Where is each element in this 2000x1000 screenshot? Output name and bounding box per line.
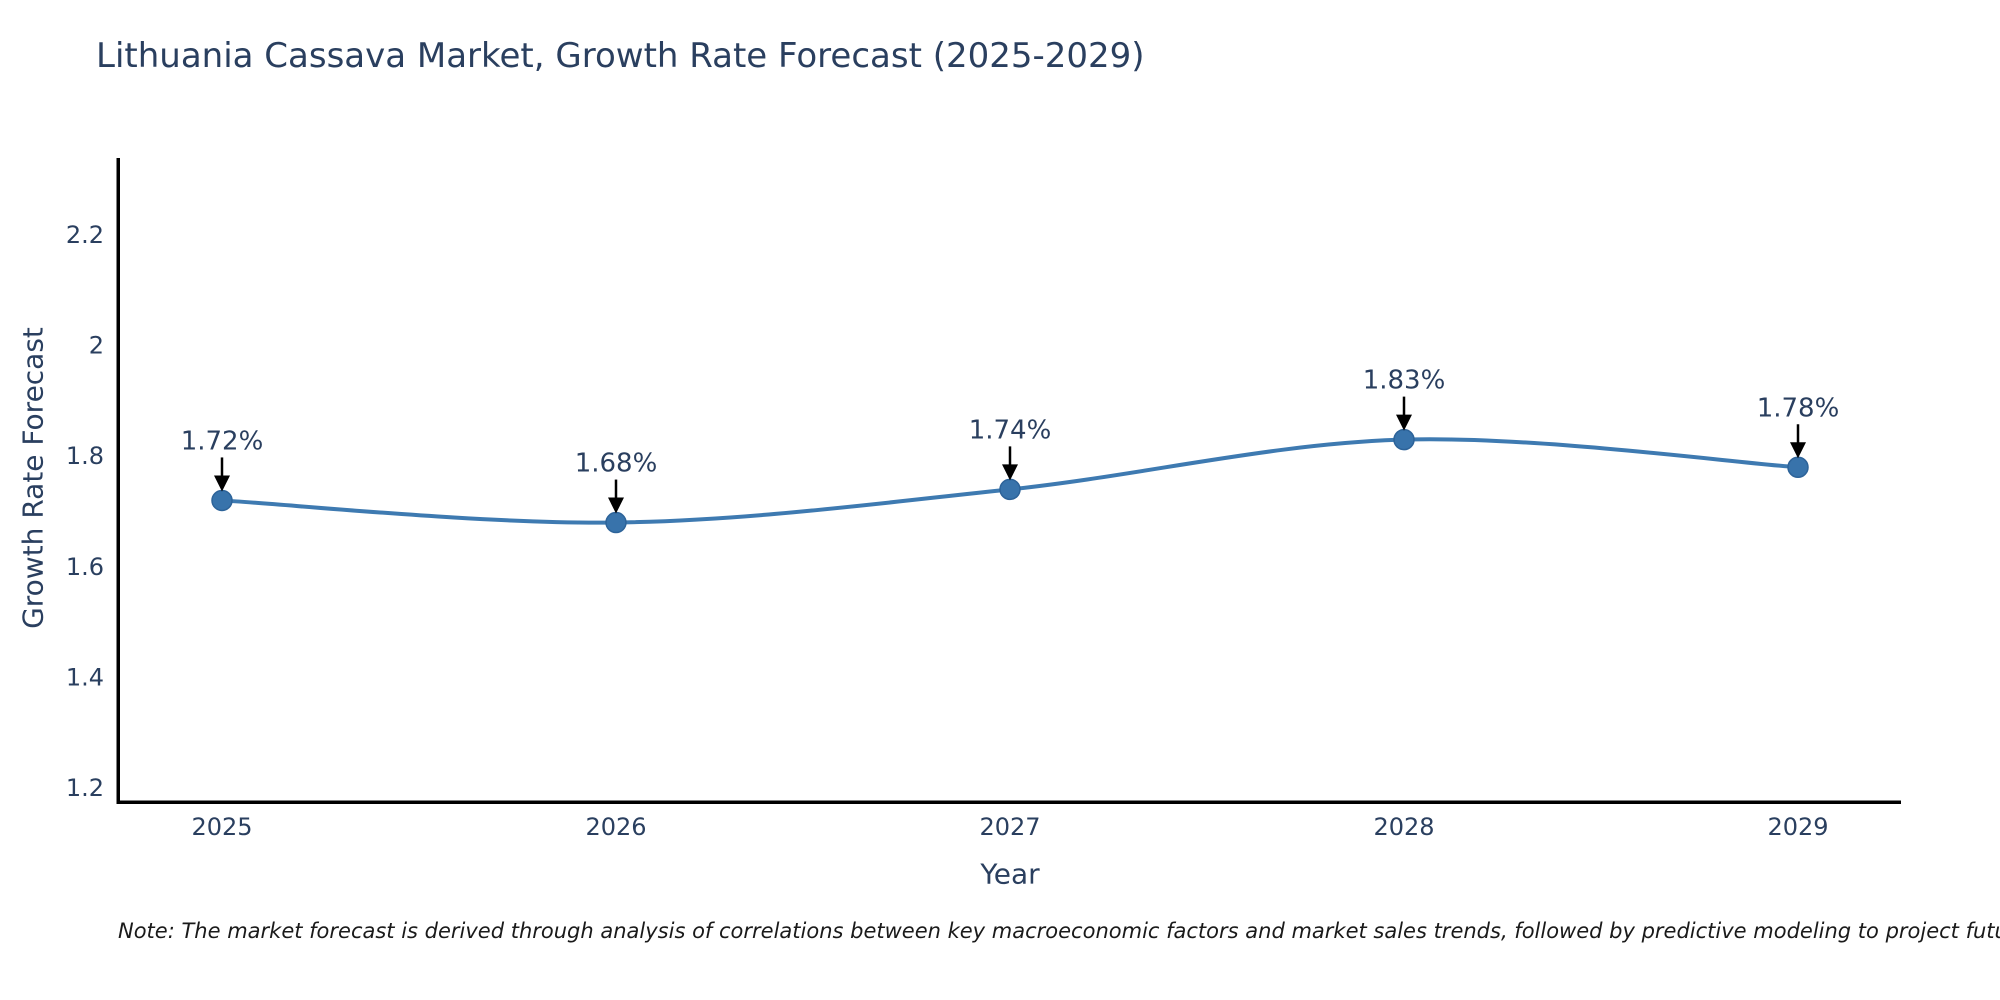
data-point-marker xyxy=(1787,456,1809,479)
annotation-label: 1.74% xyxy=(969,415,1052,445)
annotation-arrowhead xyxy=(1002,464,1018,481)
x-tick-label: 2026 xyxy=(585,813,646,841)
annotation-label: 1.78% xyxy=(1757,393,1840,423)
footnote: Note: The market forecast is derived thr… xyxy=(118,919,2000,943)
data-point-marker xyxy=(1393,428,1415,451)
annotation-arrowhead xyxy=(214,475,230,492)
data-point-marker xyxy=(211,489,233,512)
x-tick-label: 2025 xyxy=(191,813,252,841)
x-axis-title: Year xyxy=(980,857,1040,891)
y-tick-label: 1.8 xyxy=(66,442,104,470)
annotation-label: 1.72% xyxy=(181,426,264,456)
y-tick-label: 1.4 xyxy=(66,663,104,691)
chart-title: Lithuania Cassava Market, Growth Rate Fo… xyxy=(96,36,1145,76)
annotation-arrowhead xyxy=(1790,442,1806,459)
data-point-marker xyxy=(605,511,627,534)
x-tick-label: 2027 xyxy=(979,813,1040,841)
y-tick-label: 1.2 xyxy=(66,774,104,802)
annotation-arrowhead xyxy=(1396,414,1412,431)
x-axis-line xyxy=(116,800,1901,804)
data-point-marker xyxy=(999,478,1021,501)
y-axis-line xyxy=(116,158,120,804)
y-tick-label: 1.6 xyxy=(66,553,104,581)
x-tick-label: 2028 xyxy=(1373,813,1434,841)
x-tick-label: 2029 xyxy=(1767,813,1828,841)
annotation-arrowhead xyxy=(608,497,624,514)
y-tick-label: 2.2 xyxy=(66,221,104,249)
y-tick-label: 2 xyxy=(89,332,104,360)
annotation-label: 1.83% xyxy=(1363,366,1446,396)
annotation-label: 1.68% xyxy=(575,449,658,479)
